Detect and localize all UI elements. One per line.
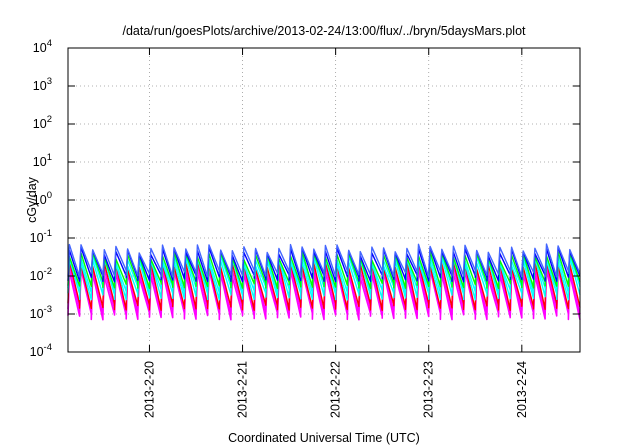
series-line	[67, 243, 581, 278]
y-tick-label: 104	[33, 38, 52, 55]
y-tick-label: 101	[33, 152, 52, 169]
y-tick-label: 10-1	[30, 228, 52, 245]
chart-title: /data/run/goesPlots/archive/2013-02-24/1…	[122, 24, 526, 38]
y-tick-label: 103	[33, 76, 52, 93]
x-tick-label: 2013-2-22	[329, 361, 343, 418]
x-axis: 2013-2-20 2013-2-21 2013-2-22 2013-2-23 2013…	[142, 48, 529, 418]
x-tick-label: 2013-2-21	[236, 361, 250, 418]
y-tick-label: 100	[33, 190, 52, 207]
y-tick-label: 102	[33, 114, 52, 131]
x-axis-label: Coordinated Universal Time (UTC)	[228, 431, 420, 445]
y-tick-label: 10-3	[30, 304, 52, 321]
x-tick-label: 2013-2-20	[142, 361, 156, 418]
y-axis-label: cGy/day	[25, 176, 39, 223]
x-tick-label: 2013-2-24	[515, 361, 529, 418]
x-tick-label: 2013-2-23	[422, 361, 436, 418]
y-tick-label: 10-4	[30, 342, 52, 359]
y-tick-label: 10-2	[30, 266, 52, 283]
series-layer	[67, 243, 581, 321]
series-line	[67, 250, 581, 290]
y-axis: 10-4 10-3 10-2 10-1 100 101 102 103 104	[30, 38, 580, 359]
